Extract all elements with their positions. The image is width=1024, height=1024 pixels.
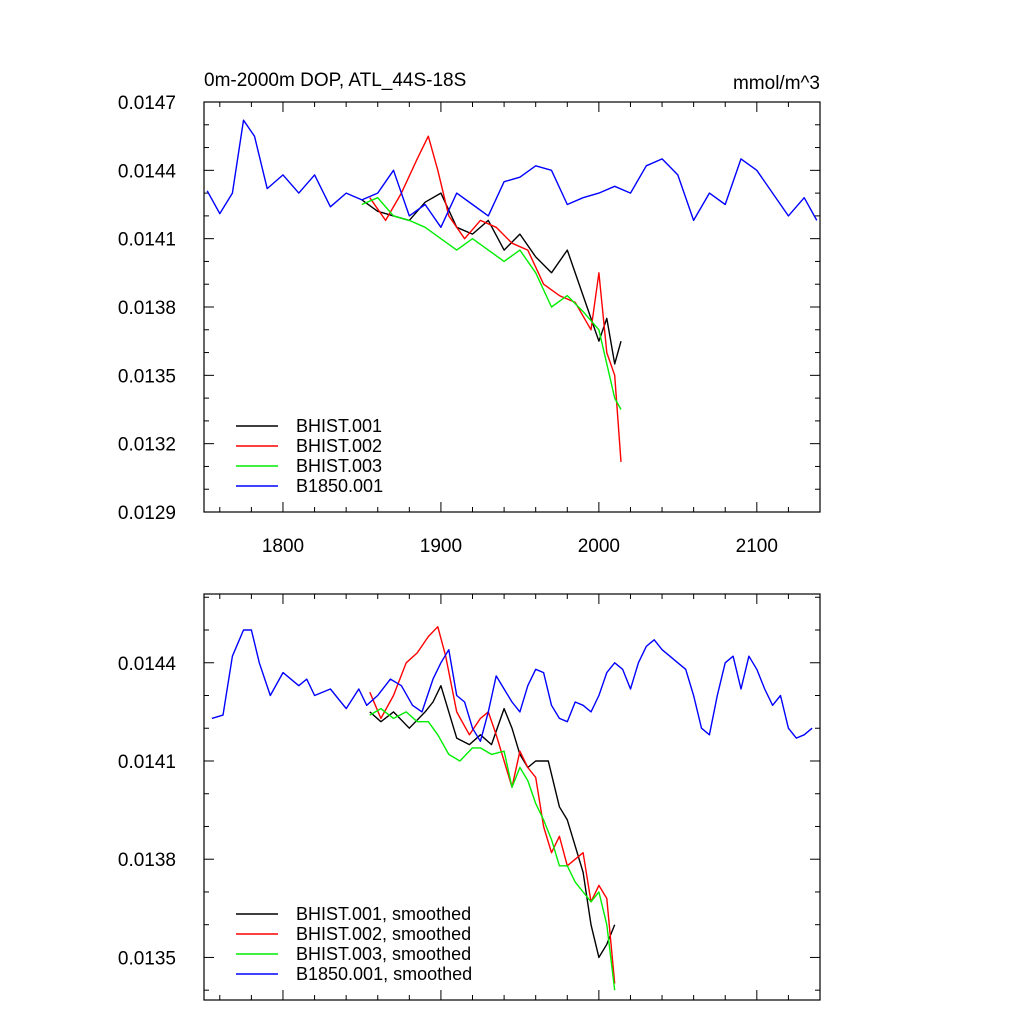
- legend-label: BHIST.001: [296, 416, 382, 436]
- series-line: [206, 119, 818, 229]
- legend-label: B1850.001, smoothed: [296, 964, 472, 984]
- series-line: [369, 626, 616, 984]
- series-line: [369, 685, 616, 959]
- bottom-panel: 0.0135 0.0138 0.0141 0.0144 BHIST.001, smoot…: [118, 593, 821, 1001]
- legend-label: BHIST.003: [296, 456, 382, 476]
- x-tick-label: 1800: [262, 536, 304, 557]
- y-tick-label: 0.0135: [118, 948, 176, 969]
- plot-frame: [203, 593, 821, 1001]
- y-tick-label: 0.0138: [118, 850, 176, 871]
- series-line: [369, 707, 616, 991]
- legend-label: BHIST.002, smoothed: [296, 924, 471, 944]
- y-tick-label: 0.0135: [118, 366, 176, 387]
- units-label: mmol/m^3: [733, 73, 820, 94]
- series-line: [361, 192, 622, 365]
- series-line: [211, 629, 813, 742]
- y-tick-label: 0.0129: [118, 503, 176, 524]
- x-tick-label: 1900: [420, 536, 462, 557]
- legend-label: BHIST.001, smoothed: [296, 904, 471, 924]
- series-line: [369, 135, 622, 462]
- legend-label: BHIST.003, smoothed: [296, 944, 471, 964]
- y-tick-label: 0.0144: [118, 161, 177, 182]
- y-tick-label: 0.0141: [118, 752, 176, 773]
- y-tick-label: 0.0147: [118, 93, 176, 114]
- y-tick-label: 0.0141: [118, 230, 176, 251]
- legend-label: B1850.001: [296, 476, 383, 496]
- x-tick-label: 2100: [736, 536, 778, 557]
- series-line: [361, 196, 622, 410]
- chart-title: 0m-2000m DOP, ATL_44S-18S: [204, 70, 466, 91]
- legend-label: BHIST.002: [296, 436, 382, 456]
- top-panel: 1800 1900 2000 2100 0.0129 0.0132 0.0135 0.0138…: [118, 93, 821, 557]
- x-tick-label: 2000: [578, 536, 620, 557]
- y-tick-label: 0.0132: [118, 435, 176, 456]
- y-tick-label: 0.0138: [118, 298, 176, 319]
- y-tick-label: 0.0144: [118, 654, 177, 675]
